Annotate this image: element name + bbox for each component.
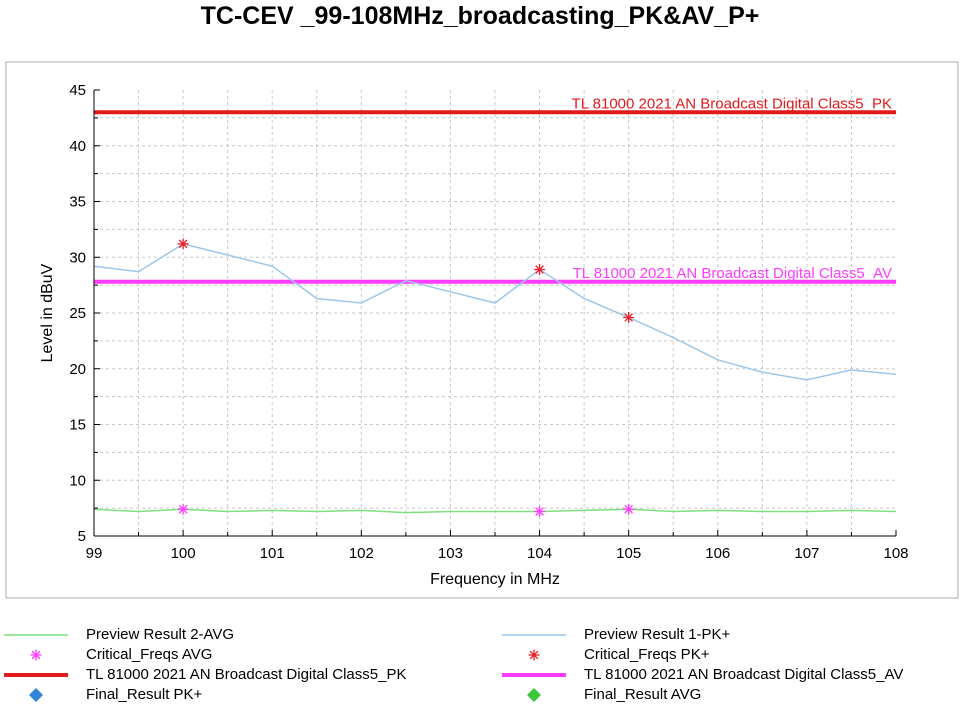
legend-label: TL 81000 2021 AN Broadcast Digital Class… xyxy=(86,666,407,683)
x-tick-label: 102 xyxy=(349,545,374,562)
data-point xyxy=(623,311,635,323)
y-tick-label: 40 xyxy=(69,138,86,155)
legend: Preview Result 2-AVG Preview Result 1-PK+… xyxy=(0,620,960,708)
series-line xyxy=(93,508,897,514)
legend-symbol xyxy=(30,649,42,661)
y-tick-label: 35 xyxy=(69,194,86,211)
y-tick-label: 30 xyxy=(69,249,86,266)
legend-label: Final_Result PK+ xyxy=(86,686,203,703)
x-tick-label: 103 xyxy=(438,545,463,562)
series-layer: TL 81000 2021 AN Broadcast Digital Class… xyxy=(93,95,897,517)
limit-label: TL 81000 2021 AN Broadcast Digital Class… xyxy=(573,265,892,282)
legend-label: Critical_Freqs AVG xyxy=(86,646,213,663)
x-tick-label: 106 xyxy=(705,545,730,562)
data-point xyxy=(534,505,546,517)
data-point xyxy=(623,503,635,515)
legend-label: Critical_Freqs PK+ xyxy=(584,646,710,663)
y-tick-label: 25 xyxy=(69,305,86,322)
legend-symbol xyxy=(29,688,43,702)
y-tick-label: 5 xyxy=(78,528,86,545)
y-tick-label: 20 xyxy=(69,361,86,378)
y-tick-label: 15 xyxy=(69,417,86,434)
x-tick-label: 101 xyxy=(260,545,285,562)
x-tick-label: 105 xyxy=(616,545,641,562)
legend-symbol xyxy=(502,634,566,636)
legend-symbol xyxy=(527,688,541,702)
chart-frame xyxy=(5,61,959,599)
axis-labels: 99 100 101 102 103 104 105 106 107 108 5 10 15 20 25 30… xyxy=(39,82,909,588)
legend-symbol xyxy=(4,634,68,636)
x-axis-label: Frequency in MHz xyxy=(430,571,560,588)
legend-symbol xyxy=(4,673,68,677)
x-tick-label: 104 xyxy=(527,545,552,562)
legend-label: TL 81000 2021 AN Broadcast Digital Class… xyxy=(584,666,904,683)
x-tick-label: 100 xyxy=(171,545,196,562)
legend-label: Final_Result AVG xyxy=(584,686,702,703)
legend-symbol xyxy=(528,649,540,661)
data-point xyxy=(177,238,189,250)
legend-label: Preview Result 1-PK+ xyxy=(584,626,731,643)
y-tick-label: 10 xyxy=(69,472,86,489)
plot-area: TL 81000 2021 AN Broadcast Digital Class… xyxy=(5,61,959,599)
chart-title: TC-CEV _99-108MHz_broadcasting_PK&AV_P+ xyxy=(200,2,760,30)
y-axis-label: Level in dBuV xyxy=(39,263,56,362)
grid xyxy=(94,90,896,536)
x-tick-label: 108 xyxy=(883,545,908,562)
limit-label: TL 81000 2021 AN Broadcast Digital Class… xyxy=(572,95,892,112)
x-tick-label: 99 xyxy=(86,545,103,562)
y-tick-label: 45 xyxy=(69,82,86,99)
x-tick-label: 107 xyxy=(794,545,819,562)
legend-symbol xyxy=(502,673,566,677)
series-line xyxy=(93,243,897,381)
legend-label: Preview Result 2-AVG xyxy=(86,626,235,643)
data-point xyxy=(534,264,546,276)
data-point xyxy=(177,503,189,515)
axes xyxy=(93,89,897,537)
